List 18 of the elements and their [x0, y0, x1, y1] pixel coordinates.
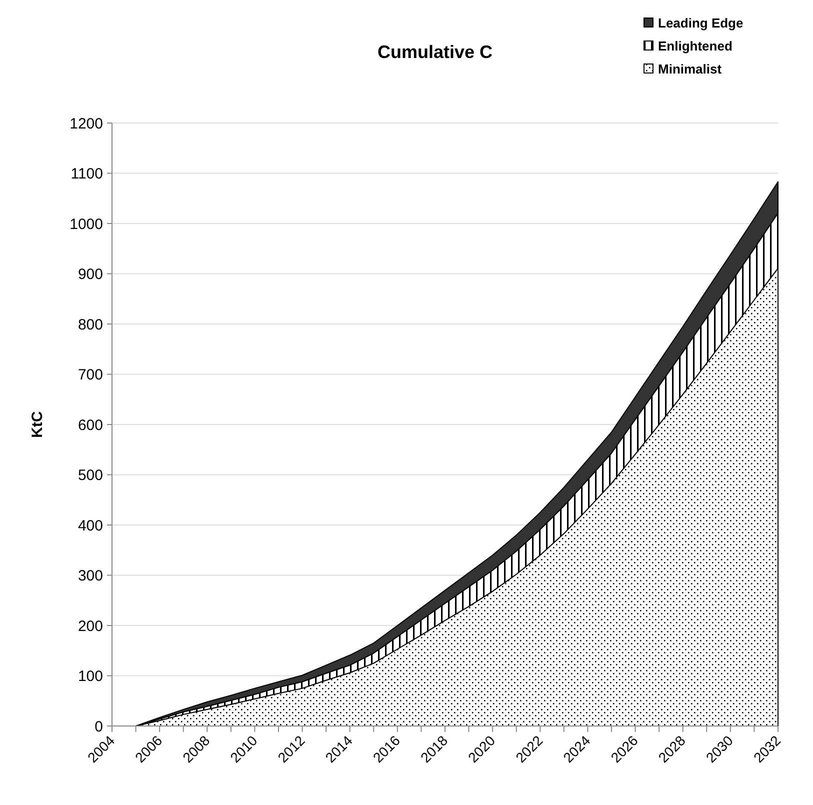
- y-tick-label: 400: [78, 517, 103, 534]
- y-tick-label: 1000: [70, 216, 103, 233]
- y-tick-label: 1100: [70, 166, 103, 182]
- y-axis-title: KtC: [29, 411, 46, 438]
- y-tick-label: 300: [78, 568, 103, 584]
- y-tick-label: 600: [78, 416, 103, 434]
- y-tick-label: 1200: [70, 115, 103, 132]
- legend-label: Enlightened: [658, 38, 732, 54]
- y-tick-label: 200: [78, 618, 103, 635]
- y-tick-label: 700: [78, 366, 103, 384]
- y-tick-label: 0: [94, 718, 103, 736]
- chart-title: Cumulative C: [377, 42, 493, 62]
- legend-label: Leading Edge: [658, 16, 744, 31]
- legend-label: Minimalist: [658, 62, 722, 77]
- y-tick-label: 800: [78, 316, 103, 334]
- y-tick-label: 900: [78, 266, 103, 283]
- y-tick-label: 500: [78, 467, 103, 484]
- y-tick-label: 100: [78, 668, 103, 685]
